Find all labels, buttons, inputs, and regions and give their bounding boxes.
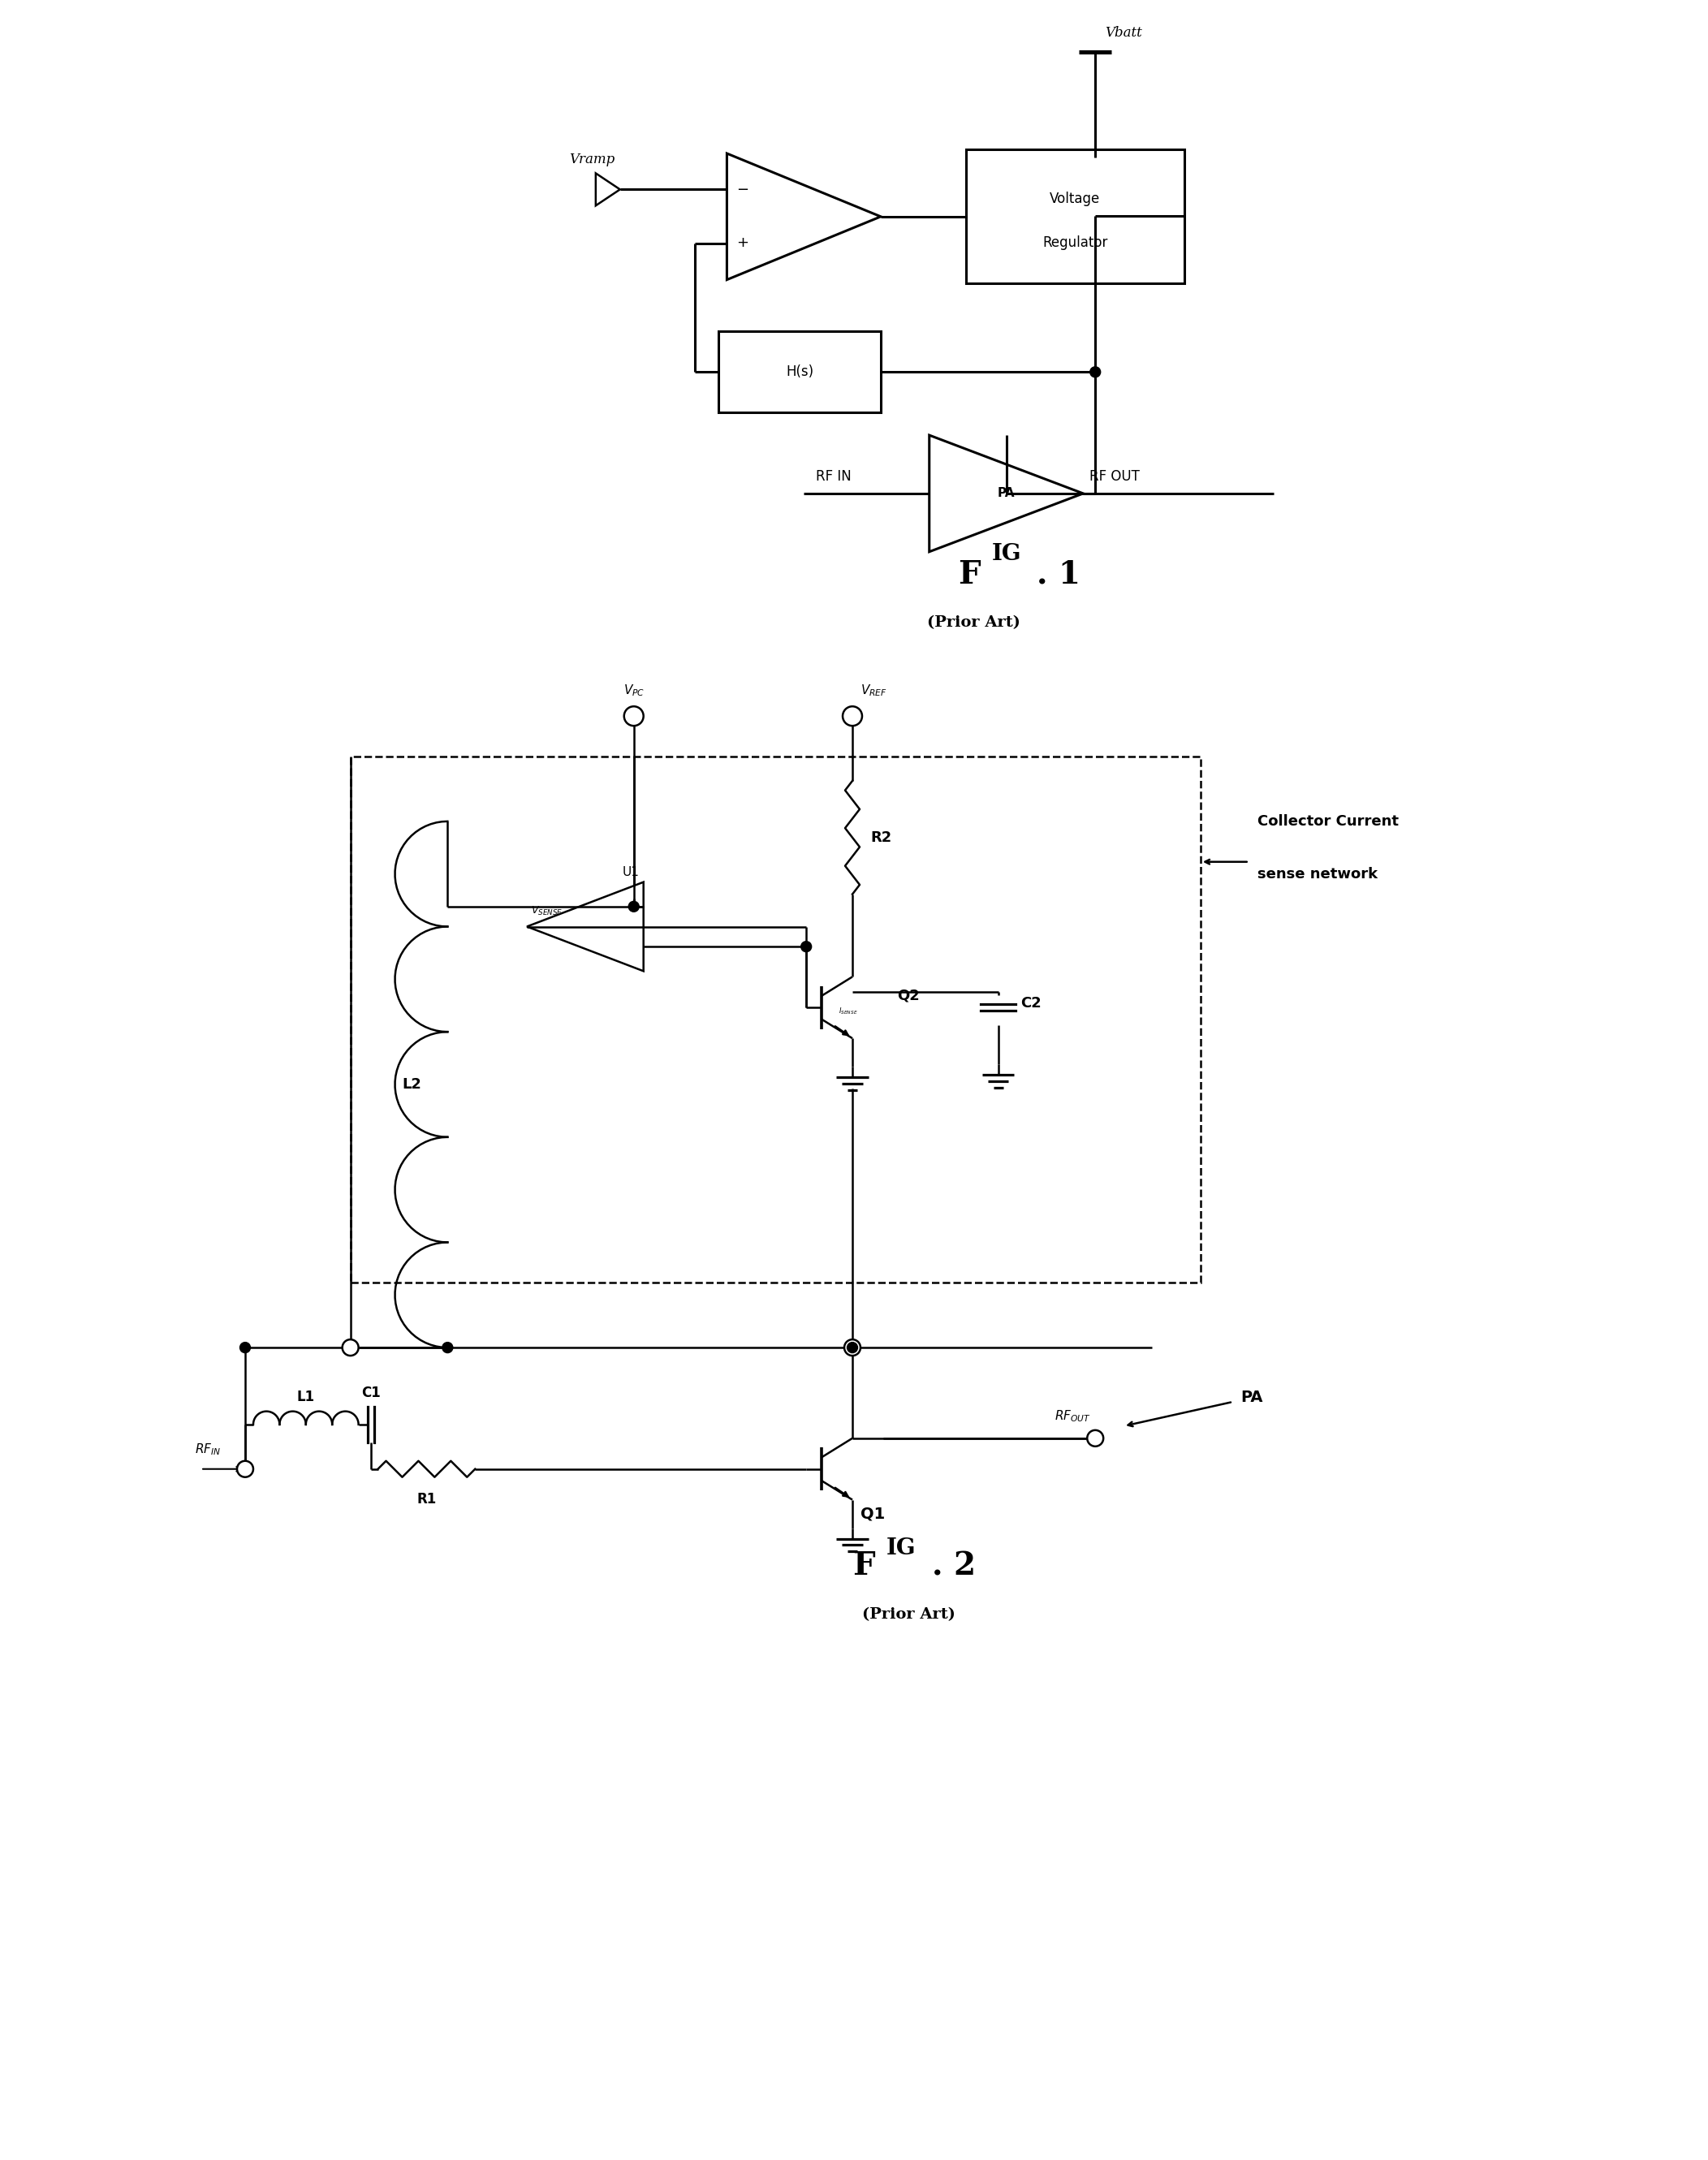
Text: PA: PA: [1242, 1391, 1264, 1406]
Text: (Prior Art): (Prior Art): [927, 616, 1020, 631]
Text: Voltage: Voltage: [1050, 192, 1100, 205]
Circle shape: [1090, 367, 1100, 378]
Circle shape: [623, 706, 644, 726]
Text: Q1: Q1: [861, 1506, 885, 1521]
Text: . 2: . 2: [933, 1551, 975, 1581]
Text: L1: L1: [297, 1389, 314, 1404]
Text: (Prior Art): (Prior Art): [863, 1607, 956, 1622]
Circle shape: [847, 1341, 857, 1352]
Text: C1: C1: [360, 1385, 381, 1400]
Circle shape: [342, 1339, 359, 1356]
Circle shape: [442, 1341, 453, 1352]
Text: +: +: [736, 235, 748, 251]
Text: $V_{PC}$: $V_{PC}$: [623, 683, 644, 698]
Text: C2: C2: [1021, 996, 1042, 1011]
Text: IG: IG: [886, 1538, 915, 1560]
Text: $RF_{OUT}$: $RF_{OUT}$: [1056, 1408, 1091, 1423]
Text: Collector Current: Collector Current: [1257, 814, 1399, 829]
Polygon shape: [526, 881, 644, 972]
Bar: [965, 149, 1184, 283]
Text: F: F: [958, 559, 980, 590]
Text: F: F: [852, 1551, 874, 1581]
Circle shape: [629, 901, 639, 912]
Text: H(s): H(s): [786, 365, 813, 380]
Text: Vramp: Vramp: [569, 153, 615, 166]
Text: PA: PA: [997, 488, 1015, 499]
Circle shape: [239, 1341, 251, 1352]
Polygon shape: [728, 153, 881, 281]
Text: Regulator: Regulator: [1042, 235, 1108, 251]
Text: U1: U1: [622, 866, 639, 877]
Text: $V_{REF}$: $V_{REF}$: [861, 683, 886, 698]
Text: RF IN: RF IN: [816, 469, 852, 484]
Polygon shape: [596, 173, 620, 205]
Text: −: −: [736, 184, 748, 197]
Text: IG: IG: [992, 542, 1021, 566]
Circle shape: [844, 1339, 861, 1356]
Text: sense network: sense network: [1257, 866, 1377, 881]
Bar: [719, 330, 881, 413]
Bar: [350, 756, 1201, 1283]
Circle shape: [801, 942, 811, 953]
Text: RF OUT: RF OUT: [1090, 469, 1139, 484]
Text: R2: R2: [869, 829, 892, 845]
Text: $RF_{IN}$: $RF_{IN}$: [195, 1441, 220, 1456]
Circle shape: [237, 1460, 253, 1477]
Text: Q2: Q2: [897, 987, 919, 1002]
Text: L2: L2: [403, 1078, 422, 1091]
Text: $V_{SENSE}$: $V_{SENSE}$: [531, 905, 564, 916]
Polygon shape: [929, 434, 1083, 551]
Text: . 1: . 1: [1037, 559, 1081, 590]
Circle shape: [1088, 1430, 1103, 1447]
Text: $I_{SENSE}$: $I_{SENSE}$: [839, 1007, 857, 1017]
Circle shape: [842, 706, 863, 726]
Text: Vbatt: Vbatt: [1105, 26, 1143, 41]
Text: R1: R1: [417, 1493, 436, 1506]
